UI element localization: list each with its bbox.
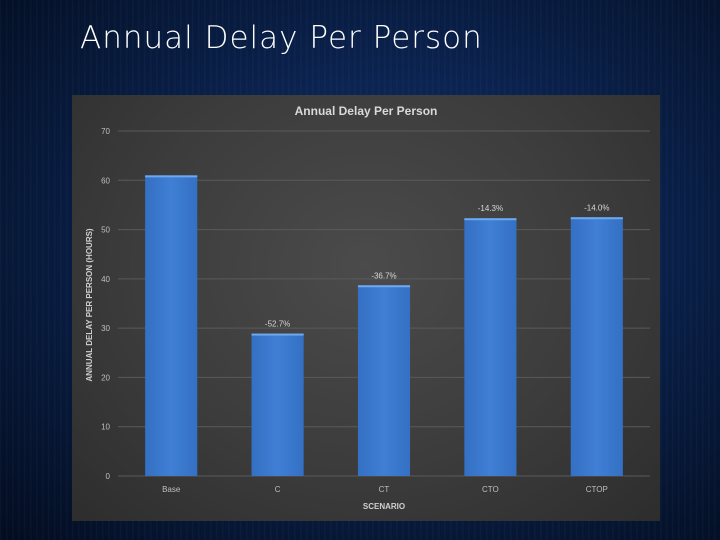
x-tick-label: C xyxy=(275,485,281,494)
x-tick-label: CTO xyxy=(482,485,499,494)
x-axis-title: SCENARIO xyxy=(363,502,405,511)
y-axis-title: ANNUAL DELAY PER PERSON (HOURS) xyxy=(85,228,94,382)
x-tick-label: CT xyxy=(379,485,390,494)
y-tick-label: 30 xyxy=(101,324,110,333)
y-tick-label: 70 xyxy=(101,127,110,136)
slide-title: Annual Delay Per Person xyxy=(80,20,483,56)
bar-base xyxy=(145,175,198,476)
data-label: -52.7% xyxy=(265,320,290,329)
y-tick-label: 40 xyxy=(101,275,110,284)
y-tick-label: 10 xyxy=(101,423,110,432)
chart-container: Annual Delay Per Person 0 10 20 30 40 50 60 70 B… xyxy=(72,95,660,521)
bar-ct xyxy=(357,285,411,476)
data-label: -14.0% xyxy=(584,203,609,212)
data-label: -14.3% xyxy=(478,204,503,213)
bar-ctop xyxy=(570,217,623,476)
y-tick-label: 50 xyxy=(101,226,110,235)
y-tick-label: 60 xyxy=(101,176,110,185)
bar-chart: Annual Delay Per Person 0 10 20 30 40 50 60 70 B… xyxy=(85,104,650,511)
bar-top-highlight xyxy=(145,175,198,178)
y-tick-label: 0 xyxy=(106,472,111,481)
chart-title: Annual Delay Per Person xyxy=(295,104,438,118)
bar-top-highlight xyxy=(251,333,304,336)
bar-top-highlight xyxy=(570,217,623,220)
data-label: -36.7% xyxy=(371,271,396,280)
bar-cto xyxy=(464,218,517,476)
x-tick-label: CTOP xyxy=(586,485,608,494)
bar-top-highlight xyxy=(357,285,411,288)
x-tick-label: Base xyxy=(162,485,181,494)
labels: 0 10 20 30 40 50 60 70 Base C -52.7% CT -36.7% CTO -14… xyxy=(101,127,609,494)
bar-top-highlight xyxy=(464,218,517,221)
bar-c xyxy=(251,333,304,476)
y-tick-label: 20 xyxy=(101,373,110,382)
bars xyxy=(145,175,623,476)
